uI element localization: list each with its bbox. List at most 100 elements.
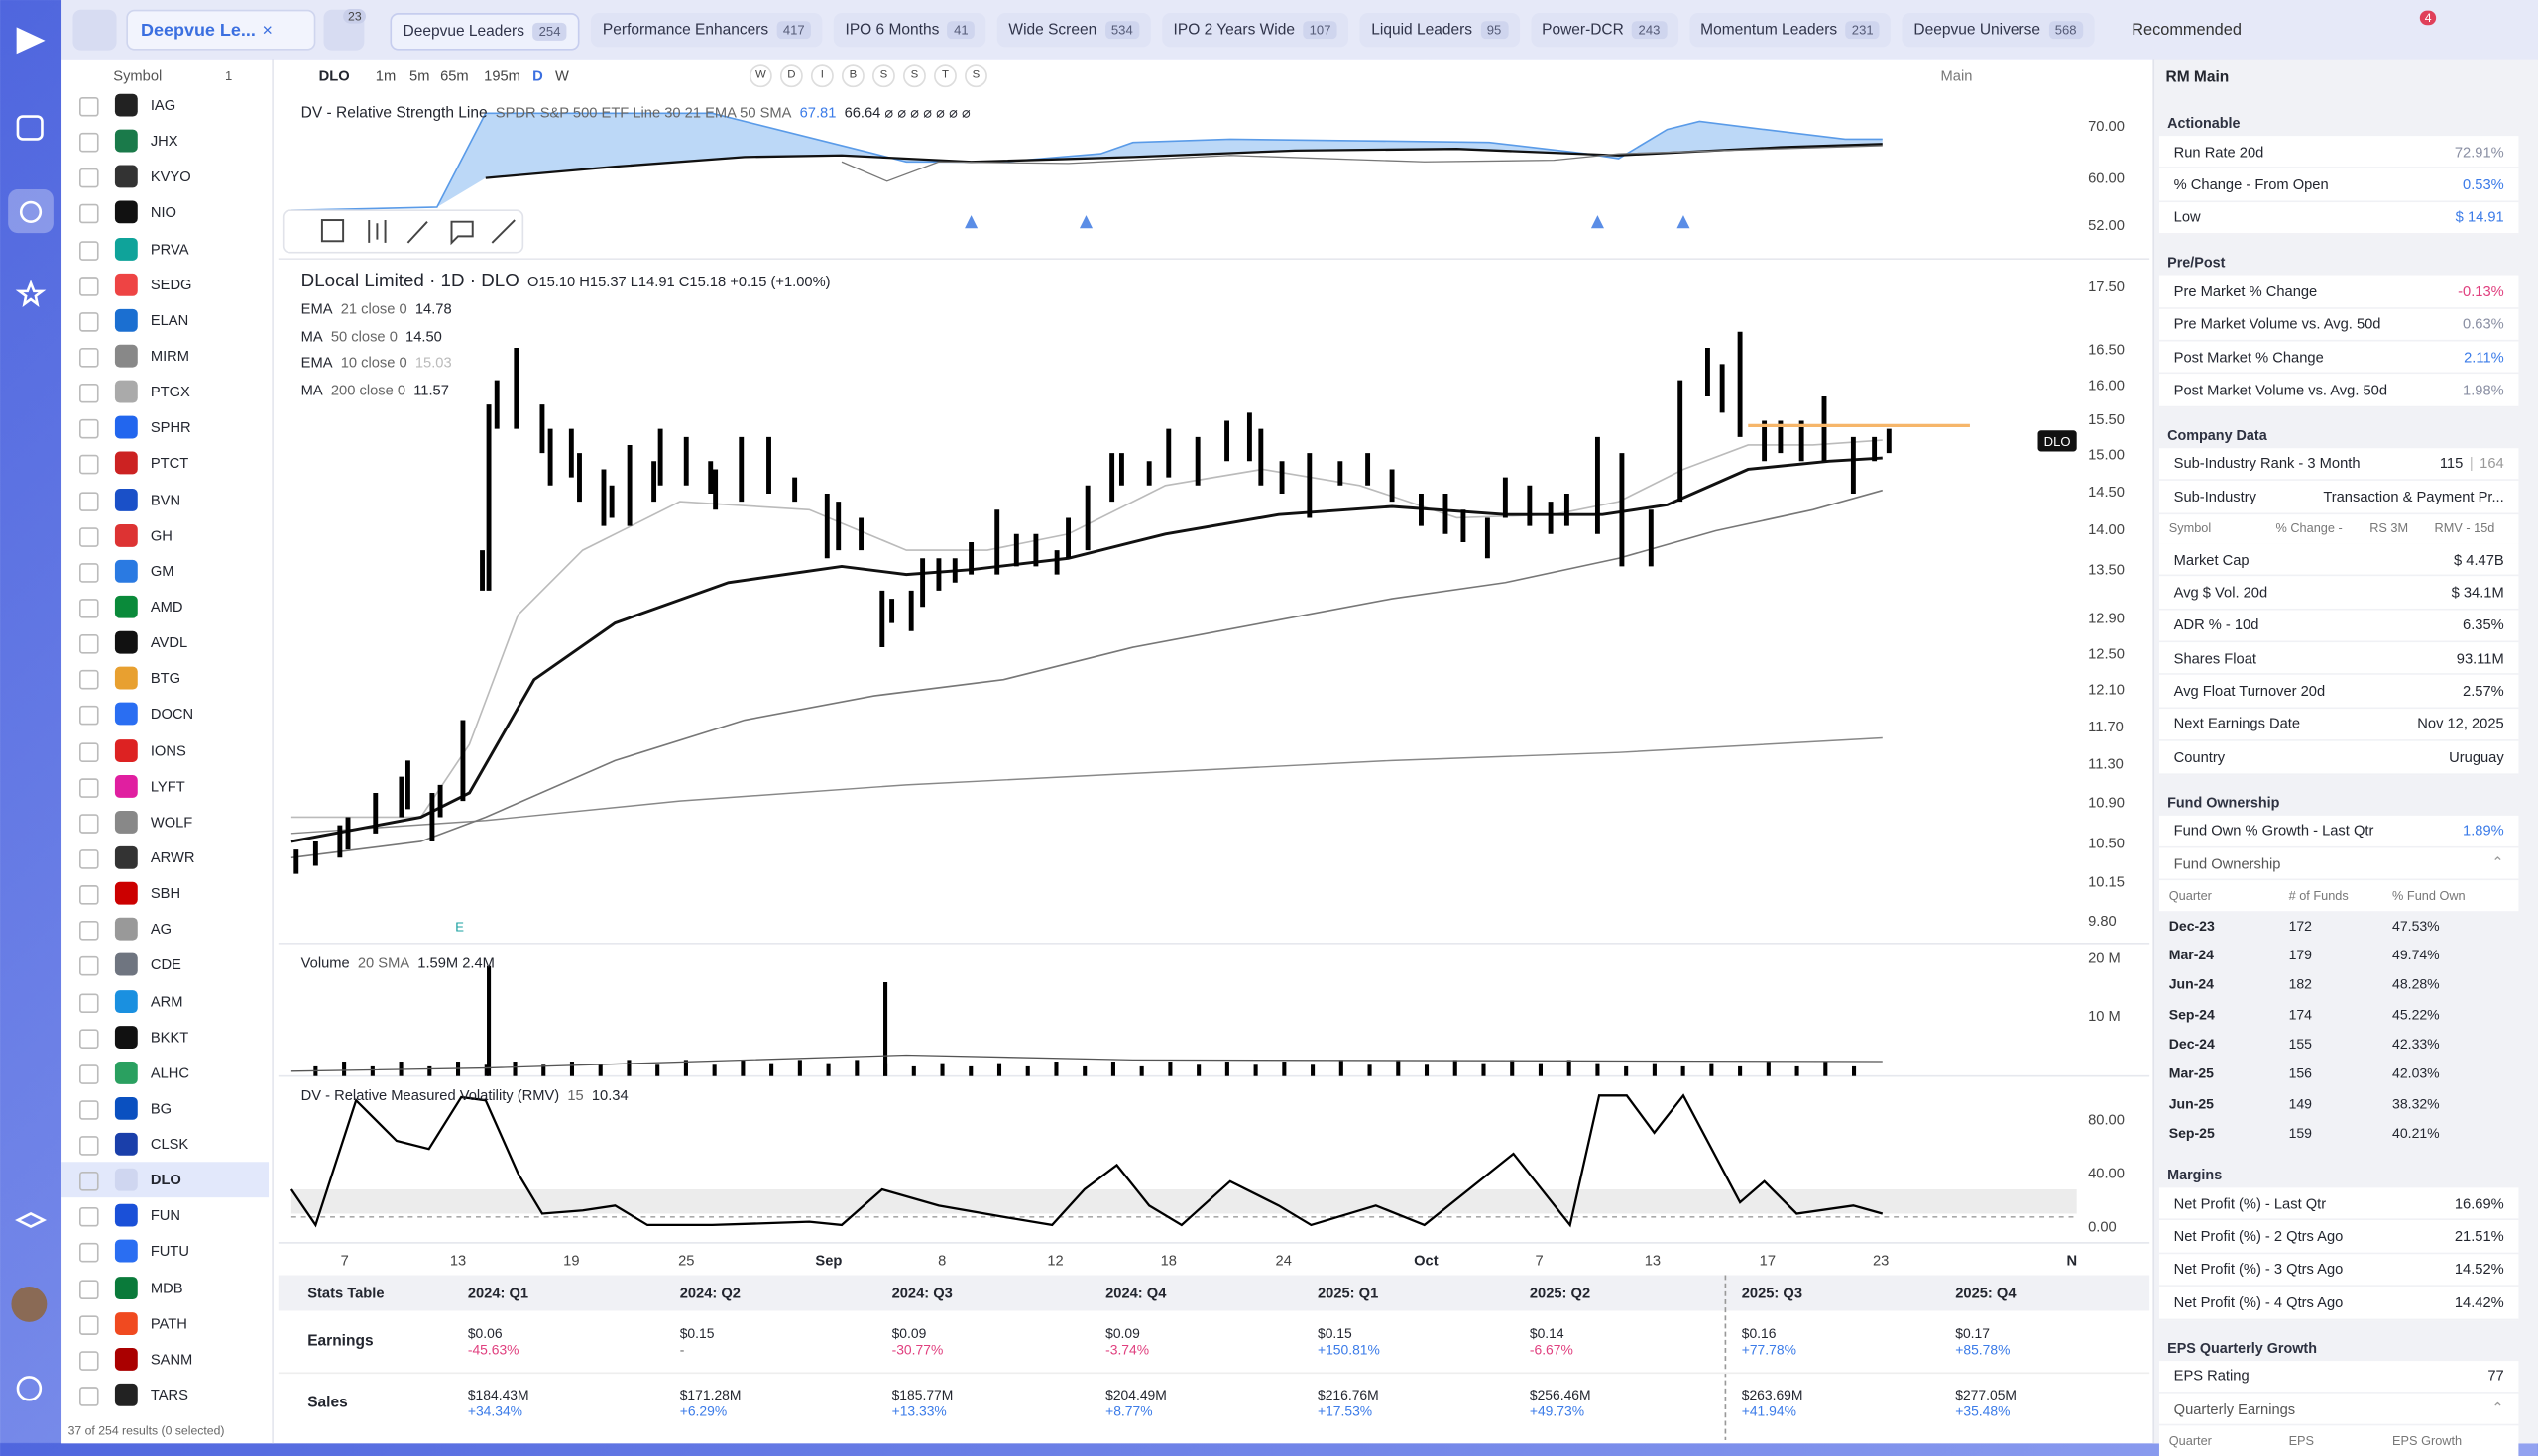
watchlist-tab[interactable]: Deepvue Leaders 254: [390, 13, 581, 51]
row-checkbox[interactable]: [79, 1351, 99, 1371]
row-checkbox[interactable]: [79, 1064, 99, 1084]
row-checkbox[interactable]: [79, 1243, 99, 1264]
symbol-ticker[interactable]: PTGX: [150, 384, 190, 400]
clear-watchlist[interactable]: ×: [262, 21, 273, 41]
interval[interactable]: 1m: [375, 67, 397, 84]
row-checkbox[interactable]: [79, 491, 99, 511]
bar-tool[interactable]: [368, 220, 387, 243]
interval[interactable]: 195m: [484, 67, 520, 84]
symbol-ticker[interactable]: BTG: [150, 670, 181, 687]
row-checkbox[interactable]: [79, 168, 99, 188]
symbol-ticker[interactable]: AVDL: [150, 634, 188, 651]
row-checkbox[interactable]: [79, 1207, 99, 1228]
row-checkbox[interactable]: [79, 992, 99, 1013]
row-checkbox[interactable]: [79, 455, 99, 476]
symbol-ticker[interactable]: PTCT: [150, 455, 189, 472]
interval[interactable]: D: [532, 67, 543, 84]
symbol-ticker[interactable]: GM: [150, 562, 174, 580]
row-checkbox[interactable]: [79, 885, 99, 905]
row-checkbox[interactable]: [79, 1172, 99, 1191]
symbol-ticker[interactable]: DOCN: [150, 706, 194, 723]
row-checkbox[interactable]: [79, 96, 99, 117]
symbol-ticker[interactable]: SBH: [150, 885, 181, 902]
row-checkbox[interactable]: [79, 347, 99, 368]
row-checkbox[interactable]: [79, 1136, 99, 1156]
symbol-ticker[interactable]: ARWR: [150, 849, 195, 866]
row-checkbox[interactable]: [79, 1314, 99, 1335]
symbol-ticker[interactable]: WOLF: [150, 813, 193, 831]
rect-tool[interactable]: [320, 219, 345, 243]
symbol-ticker[interactable]: FUTU: [150, 1243, 190, 1260]
symbol-ticker[interactable]: BKKT: [150, 1028, 189, 1046]
symbol-ticker[interactable]: NIO: [150, 204, 176, 221]
symbol-ticker[interactable]: GH: [150, 526, 173, 544]
symbol-ticker[interactable]: SANM: [150, 1351, 193, 1368]
row-checkbox[interactable]: [79, 706, 99, 727]
watchlist-tab[interactable]: Liquid Leaders 95: [1359, 13, 1520, 48]
symbol-ticker[interactable]: BG: [150, 1100, 173, 1117]
symbol-ticker[interactable]: SPHR: [150, 419, 191, 436]
row-checkbox[interactable]: [79, 849, 99, 869]
row-checkbox[interactable]: [79, 1028, 99, 1049]
symbol-ticker[interactable]: ARM: [150, 992, 183, 1009]
row-checkbox[interactable]: [79, 384, 99, 403]
symbol-ticker[interactable]: SEDG: [150, 276, 192, 292]
watchlist-tab[interactable]: Momentum Leaders 231: [1688, 13, 1892, 48]
row-checkbox[interactable]: [79, 921, 99, 941]
symbol-ticker[interactable]: IONS: [150, 741, 186, 758]
line-tool[interactable]: [491, 219, 516, 244]
panel-title[interactable]: RM Main: [2165, 68, 2230, 87]
row-checkbox[interactable]: [79, 419, 99, 439]
row-checkbox[interactable]: [79, 526, 99, 547]
interval[interactable]: W: [555, 67, 569, 84]
row-checkbox[interactable]: [79, 777, 99, 798]
symbol-ticker[interactable]: JHX: [150, 133, 178, 150]
brush-tool[interactable]: [406, 221, 428, 244]
symbol-ticker[interactable]: DLO: [150, 1172, 181, 1188]
row-checkbox[interactable]: [79, 276, 99, 296]
row-checkbox[interactable]: [79, 634, 99, 654]
group-toggle[interactable]: Quarterly Earnings ⌃: [2158, 1393, 2519, 1426]
symbol-ticker[interactable]: ELAN: [150, 311, 189, 329]
row-checkbox[interactable]: [79, 741, 99, 762]
search-button[interactable]: [72, 9, 117, 51]
symbol-ticker[interactable]: TARS: [150, 1387, 188, 1403]
watchlist-tab[interactable]: IPO 6 Months 41: [834, 13, 986, 48]
interval[interactable]: 5m: [409, 67, 430, 84]
symbol-ticker[interactable]: CLSK: [150, 1136, 189, 1153]
symbol-ticker[interactable]: FUN: [150, 1207, 181, 1224]
row-checkbox[interactable]: [79, 599, 99, 618]
row-checkbox[interactable]: [79, 240, 99, 261]
watchlist-tab[interactable]: IPO 2 Years Wide 107: [1162, 13, 1349, 48]
symbol-ticker[interactable]: AG: [150, 921, 173, 938]
symbol-ticker[interactable]: LYFT: [150, 777, 185, 795]
interval[interactable]: 65m: [440, 67, 469, 84]
view-select[interactable]: Recommended: [2132, 22, 2242, 40]
symbol-ticker[interactable]: ALHC: [150, 1064, 190, 1081]
note-tool[interactable]: [450, 220, 474, 246]
symbol-ticker[interactable]: PATH: [150, 1314, 187, 1332]
symbol-ticker[interactable]: BVN: [150, 491, 181, 507]
watchlist-tab[interactable]: Performance Enhancers 417: [591, 13, 823, 48]
symbol-ticker[interactable]: CDE: [150, 956, 181, 973]
symbol-ticker[interactable]: IAG: [150, 96, 176, 114]
row-checkbox[interactable]: [79, 1100, 99, 1120]
group-toggle[interactable]: Fund Ownership ⌃: [2158, 847, 2519, 881]
watchlist-tab[interactable]: Wide Screen 534: [996, 13, 1151, 48]
symbol-ticker[interactable]: PRVA: [150, 240, 189, 257]
watchlist-tab[interactable]: Power-DCR 243: [1530, 13, 1678, 48]
row-checkbox[interactable]: [79, 311, 99, 332]
symbol-ticker[interactable]: MIRM: [150, 347, 190, 365]
symbol-ticker[interactable]: KVYO: [150, 168, 191, 185]
symbol-ticker[interactable]: AMD: [150, 599, 183, 616]
row-checkbox[interactable]: [79, 1387, 99, 1406]
row-checkbox[interactable]: [79, 204, 99, 224]
row-checkbox[interactable]: [79, 562, 99, 583]
row-checkbox[interactable]: [79, 133, 99, 153]
drawing-tools[interactable]: [320, 219, 516, 246]
watchlist-tab[interactable]: Deepvue Universe 568: [1903, 13, 2095, 48]
watchlist-select[interactable]: [126, 9, 316, 51]
symbol-ticker[interactable]: MDB: [150, 1279, 183, 1296]
row-checkbox[interactable]: [79, 670, 99, 690]
row-checkbox[interactable]: [79, 1279, 99, 1299]
